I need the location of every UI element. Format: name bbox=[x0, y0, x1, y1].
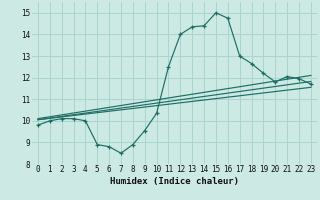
X-axis label: Humidex (Indice chaleur): Humidex (Indice chaleur) bbox=[110, 177, 239, 186]
